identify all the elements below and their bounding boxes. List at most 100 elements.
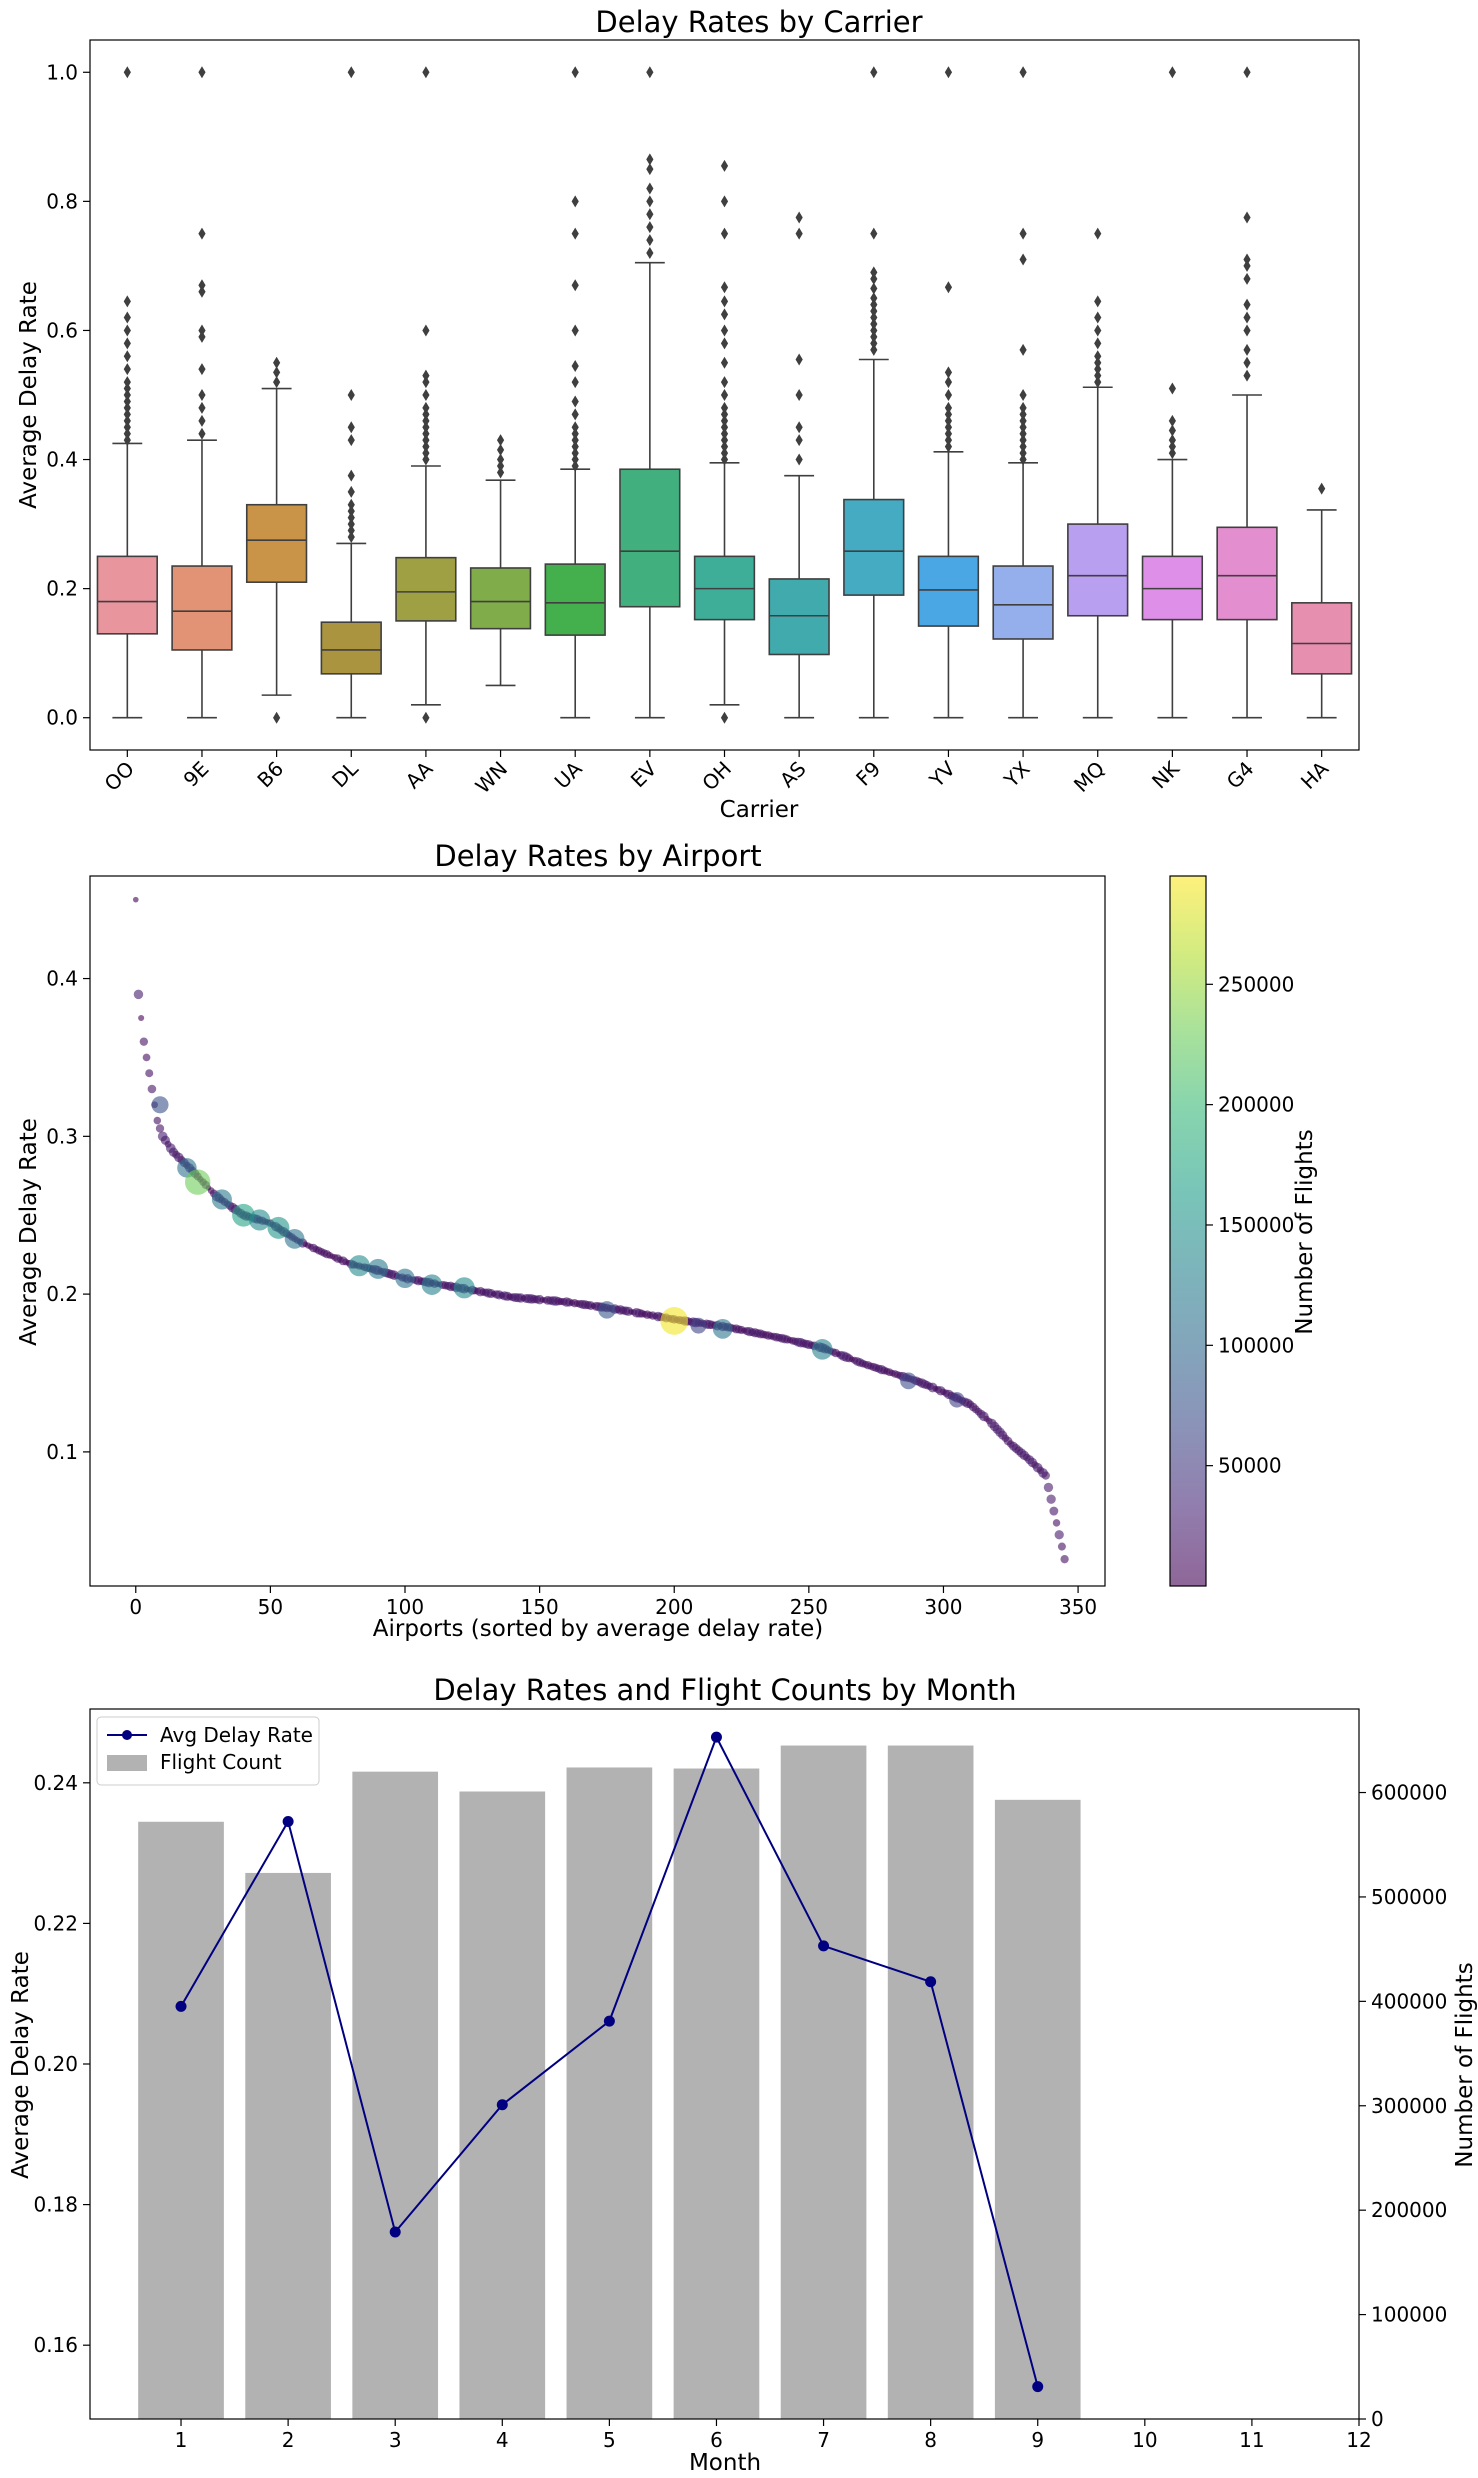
y-tick-label: 0.8 <box>46 189 78 213</box>
flight-count-bar <box>780 1745 867 2419</box>
airport-point-major <box>348 1255 370 1277</box>
outlier-marker <box>123 337 131 350</box>
x-tick-label: 9E <box>179 757 214 792</box>
airport-axes-frame <box>89 875 1106 1587</box>
outlier-marker <box>646 208 654 221</box>
y2-tick-label: 500000 <box>1371 1885 1447 1909</box>
outlier-marker <box>422 414 430 427</box>
carrier-y-axis-label: Average Delay Rate <box>16 281 42 509</box>
outlier-marker <box>496 453 505 466</box>
outlier-marker <box>571 227 579 240</box>
flights-colorbar: 50000 100000 150000 200000 250000 <box>1169 875 1294 1587</box>
x-tick-label: 10 <box>1132 2428 1157 2452</box>
outlier-marker <box>870 266 878 279</box>
airport-point <box>147 1084 157 1094</box>
outlier-marker <box>1019 389 1027 401</box>
airport-point-major <box>900 1372 917 1390</box>
outlier-marker <box>123 66 131 79</box>
airport-point <box>1043 1482 1054 1493</box>
outlier-marker <box>1094 311 1102 324</box>
outlier-marker <box>198 285 206 298</box>
carrier-plot-area: 0.0 0.2 0.4 0.6 0.8 1.0 OO 9E B6 DL AA WN UA EV OH AS F9… <box>46 60 1353 798</box>
outlier-marker <box>944 414 953 427</box>
outlier-marker <box>720 281 729 294</box>
colorbar-tick-label: 100000 <box>1218 1333 1294 1357</box>
outlier-marker <box>571 421 579 434</box>
outlier-marker <box>646 195 654 208</box>
outlier-marker <box>646 234 654 247</box>
y-tick-label: 0.24 <box>33 1771 78 1795</box>
delay-rate-marker <box>603 2015 615 2027</box>
y-tick-label: 0.22 <box>33 1911 78 1935</box>
airport-point-major <box>395 1268 415 1289</box>
delay-rate-marker <box>925 1976 937 1988</box>
y-tick-label: 0.20 <box>33 2052 78 2076</box>
outlier-marker <box>123 295 131 308</box>
outlier-marker <box>1168 434 1176 447</box>
box <box>619 468 681 608</box>
outlier-marker <box>198 66 206 79</box>
airport-point <box>1046 1494 1056 1504</box>
outlier-marker <box>123 395 131 408</box>
box <box>843 498 905 596</box>
outlier-marker <box>123 350 131 363</box>
outlier-marker <box>571 447 579 460</box>
outlier-marker <box>720 389 729 401</box>
outlier-marker <box>198 330 206 343</box>
y2-tick-label: 600000 <box>1371 1781 1447 1805</box>
outlier-marker <box>870 324 878 337</box>
outlier-marker <box>422 711 430 724</box>
outlier-marker <box>273 711 281 724</box>
outlier-marker <box>198 324 206 337</box>
airport-point <box>145 1069 154 1078</box>
y-tick-label: 0.1 <box>46 1440 78 1464</box>
outlier-marker <box>1168 66 1176 79</box>
y-tick-label: 0.4 <box>46 967 78 991</box>
outlier-marker <box>422 427 430 440</box>
x-tick-label: 2 <box>282 2428 295 2452</box>
airport-point-major <box>712 1318 733 1339</box>
airport-point-major <box>598 1301 616 1319</box>
x-tick-label: YV <box>924 756 960 792</box>
outlier-marker <box>1243 311 1251 324</box>
colorbar-tick-label: 150000 <box>1218 1213 1294 1237</box>
flight-count-bar <box>994 1799 1081 2419</box>
outlier-marker <box>720 337 729 350</box>
airport-point-major <box>184 1169 211 1195</box>
outlier-marker <box>720 195 729 208</box>
outlier-marker <box>571 195 579 208</box>
outlier-marker <box>347 389 355 401</box>
outlier-marker <box>1243 272 1251 285</box>
y-tick-label: 0.2 <box>46 1282 78 1306</box>
outlier-marker <box>1019 447 1027 460</box>
x-tick-label: 350 <box>1059 1595 1097 1619</box>
x-tick-label: 7 <box>817 2428 830 2452</box>
box <box>1067 523 1129 617</box>
x-tick-label: 300 <box>924 1595 962 1619</box>
flight-count-bar <box>673 1768 760 2419</box>
y-tick-label: 0.16 <box>33 2333 78 2357</box>
airport-x-axis-label: Airports (sorted by average delay rate) <box>373 1616 823 1642</box>
legend-bar-swatch <box>107 1755 147 1771</box>
box <box>96 555 158 635</box>
outlier-marker <box>1168 424 1176 437</box>
outlier-marker <box>571 395 579 408</box>
airport-point-major <box>949 1392 965 1408</box>
outlier-marker <box>1168 382 1176 395</box>
x-tick-label: OH <box>697 757 736 796</box>
outlier-marker <box>571 453 579 466</box>
outlier-marker <box>1243 259 1251 272</box>
outlier-marker <box>571 279 579 292</box>
outlier-marker <box>422 376 430 389</box>
box <box>171 565 233 651</box>
colorbar-tick-label: 200000 <box>1218 1093 1294 1117</box>
outlier-marker <box>422 440 430 453</box>
outlier-marker <box>1243 369 1251 382</box>
airport-point <box>132 896 139 903</box>
airport-point-major <box>421 1274 443 1295</box>
y2-tick-label: 100000 <box>1371 2303 1447 2327</box>
outlier-marker <box>720 434 729 447</box>
colorbar-tick-label: 50000 <box>1218 1454 1282 1478</box>
outlier-marker <box>795 434 803 447</box>
outlier-marker <box>1243 298 1251 311</box>
